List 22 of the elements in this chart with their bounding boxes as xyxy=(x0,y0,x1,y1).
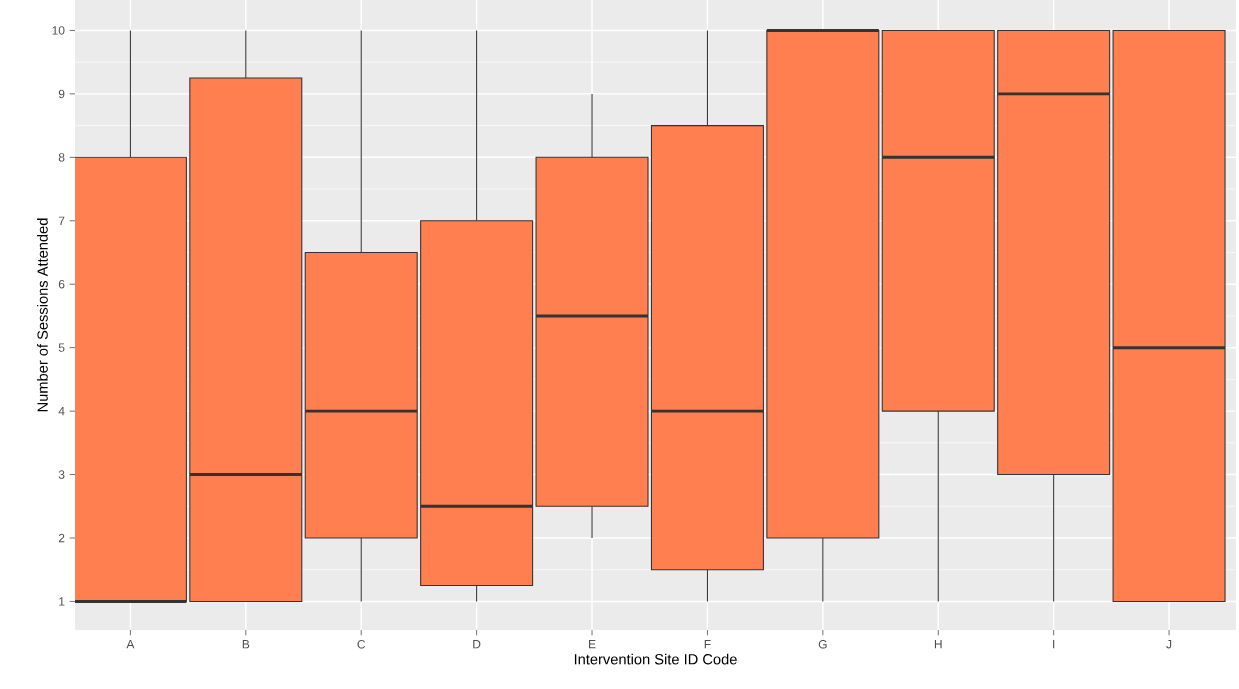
x-tick-label: A xyxy=(126,640,135,649)
x-tick-label: C xyxy=(357,640,366,649)
y-tick-label: 4 xyxy=(58,406,65,416)
y-tick-label: 3 xyxy=(58,470,65,479)
x-tick-label: H xyxy=(934,640,942,649)
x-tick-label: E xyxy=(589,640,596,649)
y-tick-label: 1 xyxy=(59,597,65,606)
x-tick-label: J xyxy=(1166,640,1172,649)
x-tick-label: D xyxy=(473,640,481,649)
x-tick-label: F xyxy=(704,640,711,649)
y-axis-title: Number of Sessions Attended xyxy=(37,218,48,412)
y-tick-label: 5 xyxy=(58,343,65,352)
y-tick-label: 7 xyxy=(58,216,65,225)
y-tick-label: 2 xyxy=(58,533,65,543)
x-tick-label: G xyxy=(818,640,827,649)
y-tick-label: 10 xyxy=(52,26,65,35)
y-tick-label: 9 xyxy=(58,89,65,99)
y-tick-label: 8 xyxy=(58,153,65,162)
x-tick-label: I xyxy=(1053,640,1055,649)
x-axis-title: Intervention Site ID Code xyxy=(574,653,737,665)
x-tick-label: B xyxy=(242,640,250,649)
y-tick-label: 6 xyxy=(58,279,65,289)
